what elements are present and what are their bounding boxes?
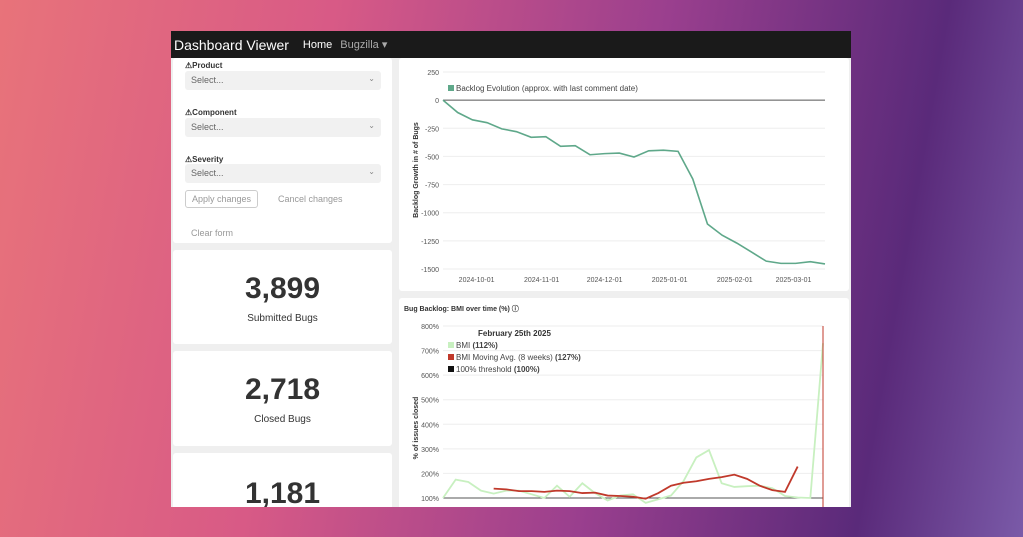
backlog-chart: 250 0 -250 -500 -750 -1000 -1250 -1500 2024-10-0… bbox=[413, 70, 826, 284]
tooltip-swatch bbox=[448, 354, 454, 360]
warning-icon: ⚠ bbox=[185, 155, 193, 164]
product-placeholder: Select... bbox=[191, 75, 224, 85]
x-tick-label: 2024-11-01 bbox=[524, 277, 559, 284]
component-placeholder: Select... bbox=[191, 122, 224, 132]
backlog-series-line bbox=[442, 99, 826, 265]
y-tick-label: 600% bbox=[421, 373, 439, 380]
tooltip-series-name: 100% threshold bbox=[456, 365, 514, 374]
filter-panel: ⚠Product Select... ⌄ ⚠Component Select...… bbox=[173, 58, 392, 243]
stat-value: 3,899 bbox=[244, 272, 321, 305]
stat-card-submitted: 3,899 Submitted Bugs bbox=[173, 250, 392, 344]
y-tick-label: -750 bbox=[425, 183, 439, 190]
y-tick-label: 0 bbox=[435, 98, 439, 105]
bmi-chart: Bug Backlog: BMI over time (%) ⓘ 800% 700%… bbox=[404, 304, 824, 507]
y-axis-label: Backlog Growth in # of Bugs bbox=[413, 122, 420, 218]
y-tick-label: 300% bbox=[421, 447, 439, 454]
stat-value: 2,718 bbox=[244, 373, 321, 406]
backlog-chart-card: 250 0 -250 -500 -750 -1000 -1250 -1500 2024-10-0… bbox=[399, 58, 849, 291]
stat-value: 1,181 bbox=[244, 477, 321, 507]
y-axis-label: % of issues closed bbox=[413, 397, 420, 460]
stat-card-closed: 2,718 Closed Bugs bbox=[173, 351, 392, 446]
bmi-chart-card: Bug Backlog: BMI over time (%) ⓘ 800% 700%… bbox=[399, 298, 849, 507]
x-tick-label: 2024-12-01 bbox=[587, 277, 623, 284]
chevron-down-icon: ⌄ bbox=[368, 121, 375, 130]
y-tick-label: -1500 bbox=[421, 267, 439, 274]
tooltip-series-name: BMI bbox=[456, 341, 472, 350]
tooltip-series-value: (100%) bbox=[514, 365, 540, 374]
y-tick-label: -1250 bbox=[421, 239, 439, 246]
legend-swatch bbox=[448, 85, 454, 91]
legend-label: Backlog Evolution (approx. with last com… bbox=[456, 84, 638, 93]
component-label: Component bbox=[192, 108, 237, 117]
y-tick-label: -500 bbox=[425, 154, 439, 161]
warning-icon: ⚠ bbox=[185, 61, 193, 70]
y-tick-label: 700% bbox=[421, 349, 439, 356]
chevron-down-icon: ⌄ bbox=[368, 74, 375, 83]
product-select[interactable]: Select... ⌄ bbox=[185, 71, 381, 90]
stat-card-open: 1,181 bbox=[173, 453, 392, 507]
y-tick-label: 250 bbox=[427, 70, 439, 77]
severity-select[interactable]: Select... ⌄ bbox=[185, 164, 381, 183]
chart-title: Bug Backlog: BMI over time (%) ⓘ bbox=[404, 304, 519, 313]
x-tick-label: 2025-01-01 bbox=[652, 277, 688, 284]
y-tick-label: -250 bbox=[425, 126, 439, 133]
chevron-down-icon: ⌄ bbox=[368, 167, 375, 176]
tooltip-series-value: (127%) bbox=[555, 353, 581, 362]
x-tick-label: 2025-03-01 bbox=[776, 277, 812, 284]
stat-label: Submitted Bugs bbox=[247, 313, 318, 324]
y-tick-label: 800% bbox=[421, 324, 439, 331]
tooltip-row: 100% threshold (100%) bbox=[456, 365, 540, 374]
component-select[interactable]: Select... ⌄ bbox=[185, 118, 381, 137]
severity-label: Severity bbox=[192, 155, 224, 164]
y-tick-label: -1000 bbox=[421, 211, 439, 218]
y-tick-label: 200% bbox=[421, 471, 439, 478]
x-tick-label: 2025-02-01 bbox=[717, 277, 753, 284]
nav-home[interactable]: Home bbox=[302, 38, 333, 51]
tooltip-row: BMI (112%) bbox=[456, 341, 498, 350]
apply-changes-button[interactable]: Apply changes bbox=[185, 190, 259, 208]
series-line-bmi-moving-avg-8-weeks- bbox=[493, 466, 799, 500]
tooltip-row: BMI Moving Avg. (8 weeks) (127%) bbox=[456, 353, 581, 362]
y-tick-label: 500% bbox=[421, 398, 439, 405]
y-tick-label: 400% bbox=[421, 422, 439, 429]
x-tick-label: 2024-10-01 bbox=[459, 277, 495, 284]
navbar: Dashboard Viewer Home Bugzilla ▾ bbox=[171, 31, 851, 58]
nav-bugzilla-dropdown[interactable]: Bugzilla ▾ bbox=[340, 39, 388, 51]
cancel-changes-button[interactable]: Cancel changes bbox=[278, 194, 343, 204]
app-window: Dashboard Viewer Home Bugzilla ▾ ⚠Produc… bbox=[171, 31, 851, 507]
clear-form-button[interactable]: Clear form bbox=[191, 228, 234, 238]
y-tick-label: 100% bbox=[421, 496, 439, 503]
product-label: Product bbox=[192, 61, 223, 70]
stat-label: Closed Bugs bbox=[254, 414, 311, 425]
tooltip-series-name: BMI Moving Avg. (8 weeks) bbox=[456, 353, 555, 362]
app-title[interactable]: Dashboard Viewer bbox=[174, 36, 289, 53]
tooltip-swatch bbox=[448, 342, 454, 348]
warning-icon: ⚠ bbox=[185, 108, 193, 117]
tooltip-date: February 25th 2025 bbox=[478, 329, 551, 338]
tooltip-series-value: (112%) bbox=[472, 341, 498, 350]
tooltip-swatch bbox=[448, 366, 454, 372]
severity-placeholder: Select... bbox=[191, 168, 224, 178]
